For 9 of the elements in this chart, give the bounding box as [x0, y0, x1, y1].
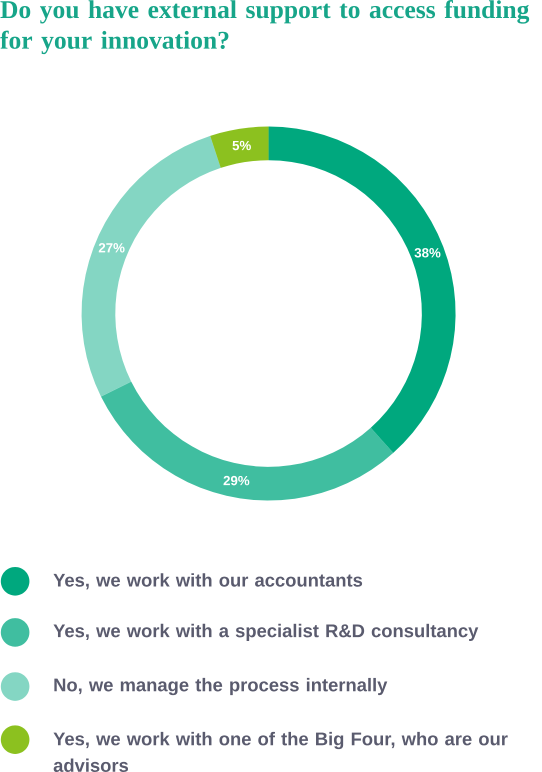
data-label: 5% [232, 140, 252, 150]
legend-label: Yes, we work with our accountants [54, 573, 362, 590]
legend-label: Yes, we work with a specialist R&D consultancy [54, 624, 478, 641]
legend-label: No, we manage the process internally [54, 678, 388, 696]
data-label: 38% [414, 248, 441, 258]
legend-label: Yes, we work with one of the Big Four, who are our advisors [54, 732, 508, 772]
data-label: 27% [98, 243, 125, 252]
data-label: 29% [224, 476, 250, 486]
chart-title: Do you have external support to access funding for your innovation? [0, 0, 530, 54]
